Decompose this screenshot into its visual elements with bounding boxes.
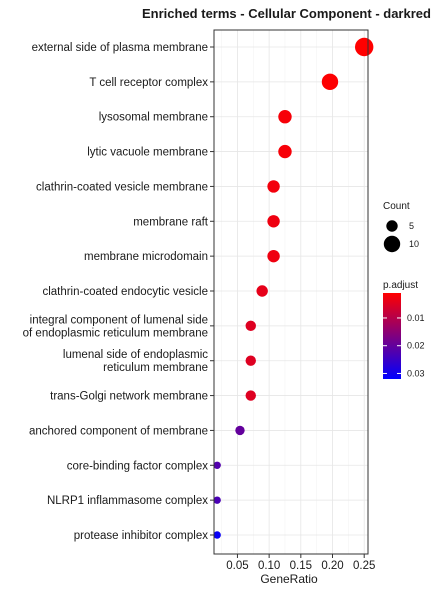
color-legend-title: p.adjust xyxy=(383,280,418,291)
y-tick-label: membrane microdomain xyxy=(84,251,208,263)
data-point xyxy=(256,285,267,296)
x-tick-label: 0.20 xyxy=(321,560,343,572)
y-tick-label: anchored component of membrane xyxy=(29,425,208,437)
y-tick-label: lumenal side of endoplasmic xyxy=(63,349,208,361)
data-point xyxy=(246,390,256,400)
y-tick-label: T cell receptor complex xyxy=(89,77,208,89)
x-axis: 0.05 0.10 0.15 0.20 0.25 xyxy=(226,554,375,572)
y-tick-label: trans-Golgi network membrane xyxy=(50,391,208,403)
y-tick-label: clathrin-coated endocytic vesicle xyxy=(42,286,208,298)
y-tick-label: protease inhibitor complex xyxy=(74,530,208,542)
y-tick-label: of endoplasmic reticulum membrane xyxy=(23,327,208,339)
chart-title: Enriched terms - Cellular Component - da… xyxy=(142,6,431,21)
data-point xyxy=(246,321,256,331)
size-legend-label: 10 xyxy=(409,239,419,249)
data-point xyxy=(355,38,373,56)
size-legend-label: 5 xyxy=(409,221,414,231)
data-point xyxy=(213,496,220,503)
y-tick-label: membrane raft xyxy=(133,216,209,228)
color-legend: p.adjust 0.01 0.02 0.03 xyxy=(383,280,425,379)
data-point xyxy=(213,462,220,469)
size-legend-title: Count xyxy=(383,201,410,212)
x-tick-label: 0.05 xyxy=(226,560,248,572)
data-point xyxy=(246,356,256,366)
data-point xyxy=(267,250,279,262)
data-point xyxy=(267,180,279,192)
y-tick-label: external side of plasma membrane xyxy=(32,42,208,54)
data-point xyxy=(278,110,291,123)
color-legend-label: 0.01 xyxy=(407,313,425,323)
y-tick-label: integral component of lumenal side xyxy=(30,314,208,326)
data-point xyxy=(213,531,220,538)
y-tick-label: core-binding factor complex xyxy=(67,460,209,472)
y-tick-label: clathrin-coated vesicle membrane xyxy=(36,181,208,193)
x-tick-label: 0.25 xyxy=(353,560,375,572)
y-tick-label: lysosomal membrane xyxy=(99,112,208,124)
y-tick-label: reticulum membrane xyxy=(103,362,208,374)
x-axis-title: GeneRatio xyxy=(260,572,318,586)
y-axis-labels: external side of plasma membrane T cell r… xyxy=(23,42,214,542)
color-legend-label: 0.03 xyxy=(407,368,425,378)
x-tick-label: 0.15 xyxy=(290,560,312,572)
y-tick-label: NLRP1 inflammasome complex xyxy=(47,495,208,507)
color-legend-bar xyxy=(383,293,401,379)
x-tick-label: 0.10 xyxy=(258,560,280,572)
data-point xyxy=(235,426,244,435)
y-tick-label: lytic vacuole membrane xyxy=(87,147,208,159)
size-legend: Count 5 10 xyxy=(383,201,419,252)
data-point xyxy=(322,74,338,90)
data-point xyxy=(278,145,291,158)
data-point xyxy=(267,215,279,227)
size-legend-key xyxy=(386,220,397,231)
size-legend-key xyxy=(384,236,400,252)
color-legend-label: 0.02 xyxy=(407,341,425,351)
